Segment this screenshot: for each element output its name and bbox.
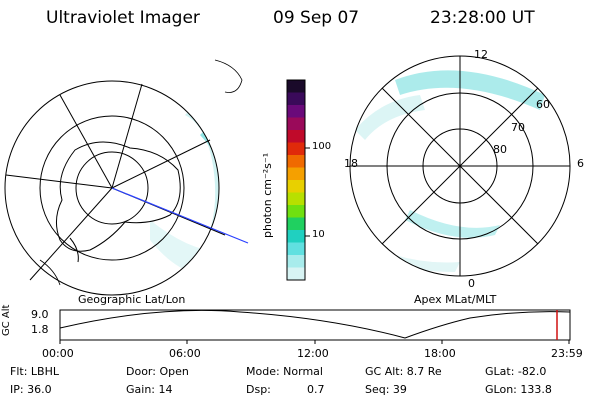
altitude-timeline (59, 309, 571, 344)
status-ip: IP: 36.0 (10, 383, 52, 396)
colorbar-swatch (287, 155, 305, 168)
colorbar-swatch (287, 255, 305, 268)
colorbar-swatch (287, 80, 305, 93)
status-glat: GLat: -82.0 (485, 365, 547, 378)
date-label: 09 Sep 07 (273, 8, 360, 28)
colorbar-swatch (287, 217, 305, 231)
mlt-label-12: 12 (474, 48, 488, 61)
colorbar-swatch (287, 267, 305, 281)
status-door: Door: Open (126, 365, 189, 378)
colorbar-swatch (287, 230, 305, 243)
colorbar-swatch (287, 117, 305, 131)
colorbar-swatch (287, 105, 305, 118)
colorbar (287, 80, 305, 281)
status-dsp: Dsp: (246, 383, 271, 396)
status-seq: Seq: 39 (365, 383, 407, 396)
mlat-label-80: 80 (493, 143, 507, 156)
timeline-axis-title: GC Alt (1, 304, 12, 336)
right-panel-caption: Apex MLat/MLT (414, 293, 497, 306)
instrument-title: Ultraviolet Imager (46, 8, 200, 28)
geographic-map (4, 59, 249, 296)
colorbar-tick-10: 10 (312, 229, 325, 240)
colorbar-swatch (287, 92, 305, 106)
colorbar-swatch (287, 192, 305, 206)
timeline-ytick-1-8: 1.8 (31, 323, 49, 336)
colorbar-swatch (287, 130, 305, 143)
left-panel-caption: Geographic Lat/Lon (78, 293, 186, 306)
timeline-xtick-1800: 18:00 (424, 347, 456, 360)
colorbar-swatch (287, 167, 305, 181)
timeline-xtick-1200: 12:00 (297, 347, 329, 360)
status-filter: Flt: LBHL (10, 365, 59, 378)
timeline-xtick-2359: 23:59 (551, 347, 583, 360)
colorbar-swatch (287, 205, 305, 218)
mlt-label-18: 18 (344, 157, 358, 170)
aurora-emission-right (355, 70, 545, 272)
apex-map (349, 55, 571, 277)
colorbar-tick-100: 100 (312, 141, 332, 152)
status-mode: Mode: Normal (246, 365, 323, 378)
status-gain: Gain: 14 (126, 383, 173, 396)
altitude-curve (59, 309, 571, 339)
mlat-label-60: 60 (536, 98, 550, 111)
colorbar-swatch (287, 142, 305, 156)
status-dsp-value: 0.7 (307, 383, 325, 396)
colorbar-swatch (287, 180, 305, 193)
sun-direction-line (111, 187, 249, 244)
timeline-xtick-0600: 06:00 (169, 347, 201, 360)
colorbar-swatch (287, 242, 305, 256)
status-glon: GLon: 133.8 (485, 383, 552, 396)
mlat-label-70: 70 (511, 121, 525, 134)
timeline-ytick-9: 9.0 (31, 308, 49, 321)
timeline-xtick-0000: 00:00 (42, 347, 74, 360)
mlt-label-0: 0 (468, 277, 475, 290)
status-gc-alt: GC Alt: 8.7 Re (365, 365, 442, 378)
mlt-label-6: 6 (577, 157, 584, 170)
time-label: 23:28:00 UT (430, 8, 535, 28)
colorbar-unit-label: photon cm⁻²s⁻¹ (261, 152, 274, 238)
